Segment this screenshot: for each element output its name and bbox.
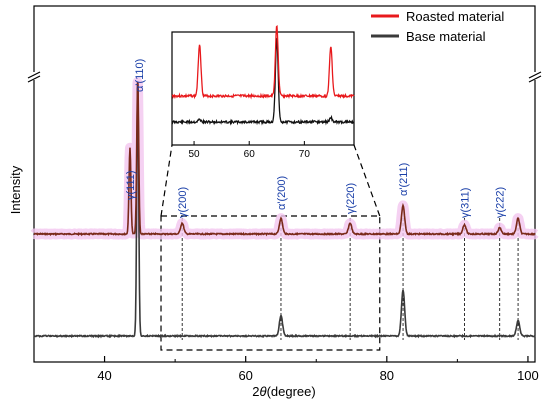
series-lines (33, 81, 536, 339)
inset-roasted-line (171, 25, 355, 100)
zoom-region (160, 144, 381, 351)
inset-content: 50 60 70 (171, 25, 355, 160)
x-tick-label: 80 (380, 368, 394, 383)
zoom-box (160, 215, 381, 351)
roasted-material-line (33, 81, 536, 237)
peak-label: γ(311) (459, 188, 471, 218)
peak-label: α'(110) (134, 59, 146, 92)
inset-tick-label: 60 (244, 149, 256, 160)
peak-label: γ(220) (345, 183, 357, 214)
legend-label-roasted: Roasted material (406, 9, 504, 24)
zoom-connector-left (160, 144, 173, 217)
inset-base-line (171, 36, 355, 126)
x-tick-label: 100 (517, 368, 539, 383)
legend: Roasted material Base material (371, 9, 504, 44)
base-material-line (33, 87, 536, 339)
peak-label: α'(211) (398, 163, 410, 196)
x-tick-label: 40 (97, 368, 111, 383)
inset-tick-label: 50 (188, 149, 200, 160)
legend-label-base: Base material (406, 29, 486, 44)
axis-break-left (27, 71, 41, 83)
zoom-connector-right (353, 144, 381, 217)
x-tick-label: 60 (238, 368, 252, 383)
inset-tick-label: 70 (299, 149, 311, 160)
inset-plot: 50 60 70 (171, 25, 355, 160)
axis-break-right (528, 71, 542, 83)
y-axis-label: Intensity (8, 165, 23, 214)
peak-label: γ(200) (177, 187, 189, 218)
peak-label: γ(111) (125, 170, 137, 200)
x-axis-ticks: 40 60 80 100 (33, 356, 539, 383)
peak-label: α'(200) (276, 176, 288, 210)
x-axis-label: 2θ(degree) (252, 384, 315, 399)
plot-frame (33, 5, 536, 363)
peak-labels: γ(111) α'(110) γ(200) α'(200) γ(220) α'(211) γ… (125, 59, 507, 218)
peak-label: γ(222) (495, 187, 507, 218)
